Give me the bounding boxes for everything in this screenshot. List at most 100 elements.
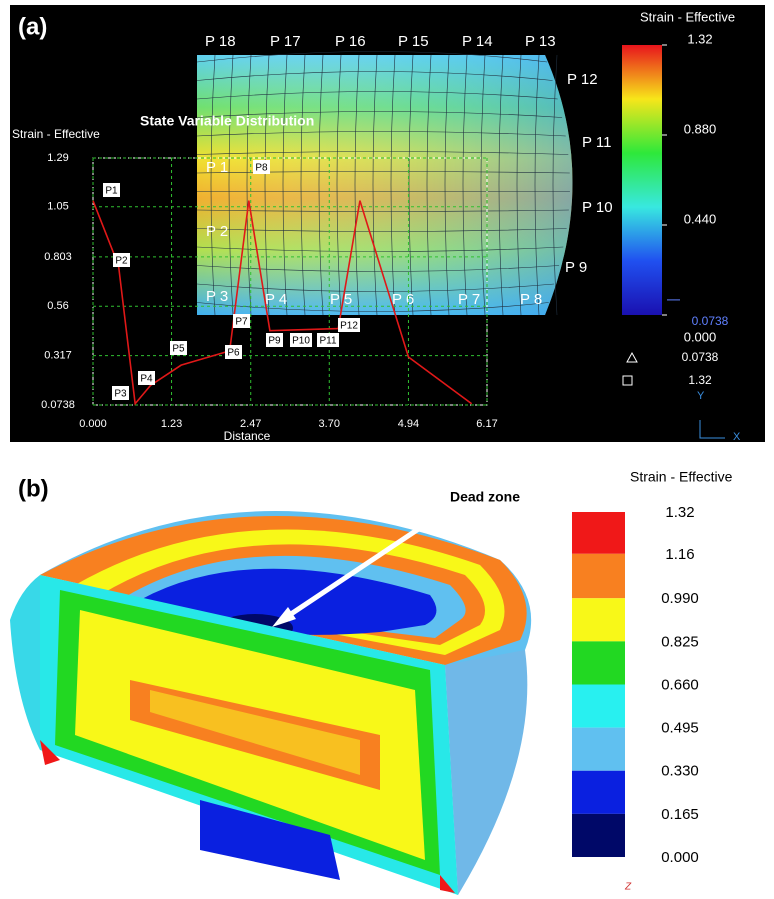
mesh-label: P 2	[206, 223, 228, 240]
mesh-line	[196, 131, 566, 137]
legend-title: Strain - Effective	[640, 9, 735, 24]
legend-tick-label: 1.16	[665, 546, 694, 563]
x-tick-label: 0.000	[79, 418, 107, 430]
mesh-label: P 6	[392, 291, 414, 308]
legend-tick-label: 1.32	[687, 31, 712, 46]
legend-tick-label: 1.32	[665, 504, 694, 521]
y-axis-label: Strain - Effective	[12, 127, 100, 141]
square-value: 1.32	[688, 373, 712, 387]
mesh-line	[300, 54, 306, 316]
chart-title: State Variable Distribution	[140, 113, 314, 129]
legend-tick-label: 0.000	[661, 849, 699, 866]
x-tick-label: 2.47	[240, 418, 261, 430]
point-label: P12	[340, 321, 358, 332]
y-tick-label: 0.0738	[41, 399, 75, 411]
colorbar-band	[572, 512, 625, 554]
colorbar-band	[572, 598, 625, 642]
legend-tick-label: 0.495	[661, 720, 699, 737]
point-label: P1	[105, 186, 118, 197]
mesh-line	[264, 54, 270, 316]
point-label: P11	[319, 336, 336, 347]
y-tick-label: 0.803	[44, 251, 72, 263]
mesh-line	[498, 54, 504, 316]
point-label-box	[225, 345, 242, 359]
x-tick-label: 6.17	[476, 418, 497, 430]
axis-letter: Z	[624, 882, 632, 893]
legend-title: Strain - Effective	[630, 469, 733, 485]
mesh-label: P 7	[458, 291, 480, 308]
y-tick-label: 1.29	[47, 152, 68, 164]
point-label: P7	[235, 317, 248, 328]
mesh-line	[444, 54, 450, 316]
panel-label: (a)	[18, 13, 47, 40]
specimen	[10, 511, 532, 895]
y-tick-label: 1.05	[47, 201, 68, 213]
mesh-label: P 4	[265, 291, 287, 308]
point-label-box	[113, 253, 130, 267]
mesh-line	[534, 54, 540, 316]
mesh-line	[480, 54, 486, 316]
legend-tick-label: 0.330	[661, 763, 699, 780]
point-label: P10	[292, 336, 310, 347]
mesh-label: P 1	[206, 159, 228, 176]
mesh-line	[196, 151, 569, 155]
mesh-line	[228, 54, 234, 316]
point-label-box	[112, 386, 129, 400]
axis-letter: X	[733, 431, 741, 443]
point-label-box	[338, 318, 360, 332]
mesh-line	[372, 54, 378, 316]
mesh-label: P 5	[330, 291, 352, 308]
mesh-line	[390, 54, 396, 316]
mesh-label: P 9	[565, 259, 587, 276]
panel-label: (b)	[18, 475, 49, 502]
mesh-label: P 13	[525, 33, 556, 50]
mesh-line	[196, 265, 560, 272]
mesh-line	[354, 54, 360, 316]
legend-tick-label: 0.440	[684, 211, 717, 226]
mesh-label: P 8	[520, 291, 542, 308]
mesh-label: P 17	[270, 33, 301, 50]
y-tick-label: 0.317	[44, 350, 72, 362]
colorbar-band	[572, 641, 625, 685]
x-axis-label: Distance	[224, 429, 271, 443]
triangle-marker	[626, 351, 638, 363]
annotation: Dead zone	[450, 489, 520, 505]
plot-frame	[92, 157, 488, 406]
colorbar-band	[572, 727, 625, 771]
legend-tick-label: 0.990	[661, 590, 699, 607]
mesh-label: P 16	[335, 33, 366, 50]
colorbar-b	[572, 512, 625, 857]
point-label: P9	[268, 336, 281, 347]
mesh-line	[196, 111, 563, 118]
point-label-box	[138, 371, 155, 385]
mesh-line	[462, 54, 468, 316]
annotation-arrow	[280, 517, 434, 623]
data-line	[92, 200, 473, 406]
legend-tick-label: 0.660	[661, 676, 699, 693]
triangle-value: 0.0738	[682, 350, 719, 364]
mesh-line	[282, 54, 288, 316]
point-label-box	[233, 314, 250, 328]
axis-triad	[699, 420, 725, 439]
colorbar-a	[622, 45, 662, 315]
mesh-line	[246, 54, 252, 316]
mesh-label: P 11	[582, 134, 611, 151]
mesh-line	[196, 209, 569, 212]
square-marker	[622, 375, 633, 386]
x-tick-label: 1.23	[161, 418, 182, 430]
point-label: P3	[114, 389, 127, 400]
y-tick-label: 0.56	[47, 300, 68, 312]
mesh-line	[196, 91, 558, 100]
legend-tick-label: 0.825	[661, 633, 699, 650]
mesh-line	[552, 54, 558, 316]
mesh-line	[336, 54, 342, 316]
colorbar-band	[572, 770, 625, 814]
mesh-label: P 10	[582, 199, 613, 216]
x-tick-label: 4.94	[398, 418, 419, 430]
annotation-arrowhead	[272, 607, 296, 627]
point-label-box	[253, 160, 270, 174]
legend-min-marker: 0.0738	[692, 314, 729, 328]
point-label-box	[103, 183, 120, 197]
